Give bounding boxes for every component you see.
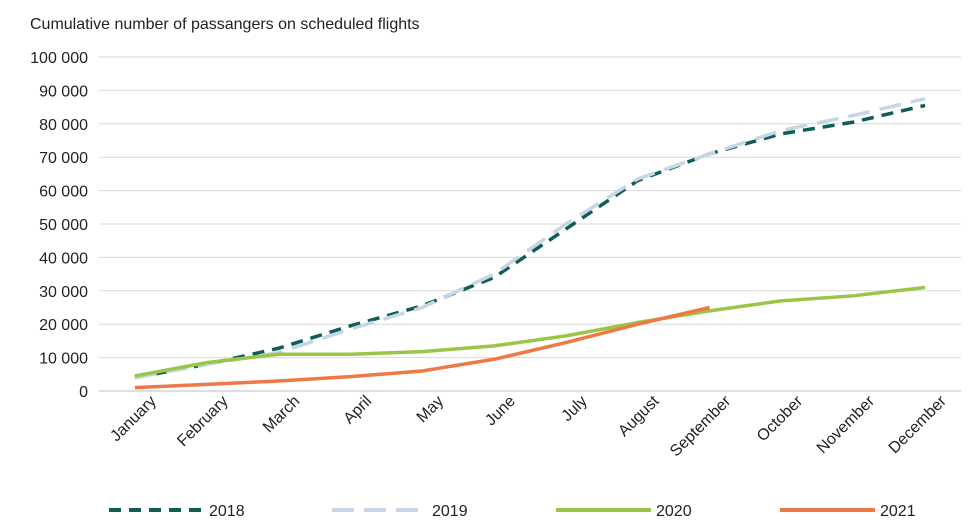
series-line-2021: [134, 305, 710, 390]
x-tick-label: October: [754, 392, 807, 445]
legend-label-2019: 2019: [432, 503, 468, 520]
x-axis-tick-labels: January February March April May June July Augu…: [107, 392, 950, 460]
series-line-2018: [134, 103, 926, 380]
x-tick-label: April: [341, 393, 376, 428]
legend-label-2018: 2018: [209, 503, 245, 520]
x-tick-label: December: [886, 392, 951, 457]
grid-lines: [99, 56, 961, 359]
y-tick-label: 0: [79, 384, 88, 401]
y-tick-label: 60 000: [39, 184, 88, 201]
y-tick-label: 90 000: [39, 83, 88, 100]
y-tick-label: 100 000: [30, 50, 88, 67]
y-tick-label: 10 000: [39, 351, 88, 368]
series-line-2019: [134, 97, 926, 380]
y-tick-label: 20 000: [39, 317, 88, 334]
x-tick-label: June: [482, 393, 519, 430]
series-lines: [134, 97, 926, 390]
y-tick-label: 80 000: [39, 117, 88, 134]
x-tick-label: May: [414, 393, 447, 426]
y-axis-tick-labels: 0 10 000 20 000 30 000 40 000 50 000 60 000 70 …: [30, 50, 88, 401]
legend-label-2020: 2020: [656, 503, 692, 520]
chart-title: Cumulative number of passangers on sched…: [30, 16, 420, 33]
x-tick-label: August: [615, 392, 663, 440]
x-tick-label: July: [559, 393, 591, 425]
x-tick-label: February: [174, 393, 231, 450]
x-tick-label: March: [260, 393, 303, 436]
y-tick-label: 70 000: [39, 150, 88, 167]
x-tick-label: September: [667, 392, 735, 460]
y-tick-label: 40 000: [39, 250, 88, 267]
x-tick-label: November: [814, 392, 879, 457]
y-tick-label: 30 000: [39, 284, 88, 301]
legend-label-2021: 2021: [880, 503, 916, 520]
legend: 2018 2019 2020 2021: [109, 503, 916, 520]
y-tick-label: 50 000: [39, 217, 88, 234]
x-tick-label: January: [107, 393, 159, 445]
series-line-2020: [134, 285, 926, 378]
